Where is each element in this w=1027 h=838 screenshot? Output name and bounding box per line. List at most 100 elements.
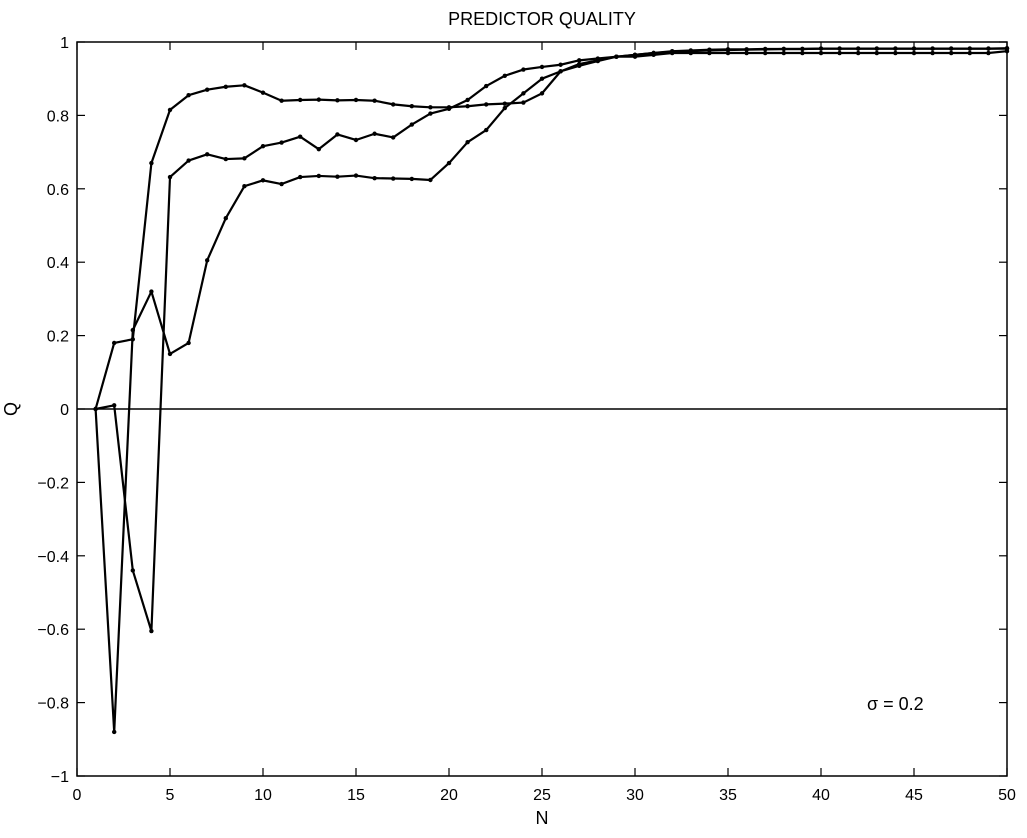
x-tick-label: 25 [533,787,551,804]
series-3-point [670,50,675,56]
series-1-point [391,102,396,107]
series-3-point [391,135,396,140]
series-1-point [186,93,191,98]
x-tick-label: 0 [73,787,82,804]
y-tick-label: 1 [60,35,69,52]
y-tick-label: −0.8 [37,696,69,713]
series-3-point [279,140,284,145]
series-2-point [112,729,117,735]
x-tick-label: 45 [905,787,923,804]
series-3-point [930,50,935,56]
x-tick-label: 10 [254,787,272,804]
y-tick-label: 0 [60,402,69,419]
series-1-point [279,98,284,103]
series-3-point [577,58,582,63]
series-3-point [595,56,600,61]
series-3-point [1004,48,1010,54]
series-3-point [725,50,731,56]
series-1-point [484,102,489,107]
series-2-point [818,46,824,51]
y-tick-label: 0.2 [47,329,69,346]
series-2-point [186,340,191,346]
series-2-point [949,46,954,51]
series-1-point [335,98,340,103]
series-2-point [335,174,340,179]
series-2-point [353,173,359,178]
series-1-point [539,91,545,96]
series-2-point [316,173,321,179]
axis-ticks: 0 5 10 15 20 25 30 35 40 45 50 −1 −0.8 −0.6 −0.4 −0.2 0 0… [37,35,1016,804]
x-tick-label: 20 [440,787,458,804]
series-3-point [130,568,135,573]
series-3-point [465,97,470,103]
series-3-point [744,50,749,56]
series-3-point [484,83,489,89]
series-2-point [428,177,433,183]
series-2-point [279,181,284,187]
series-3-point [316,146,321,152]
series-2-point [465,139,470,145]
series-2-point [558,69,563,74]
series-2-point [205,258,210,263]
chart-title: PREDICTOR QUALITY [448,9,636,29]
y-tick-label: −0.6 [37,622,69,639]
series-3-point [298,134,303,139]
series-3-point [502,73,507,78]
series-1-point [149,160,154,166]
series-3-point [781,50,786,56]
y-tick-label: 0.6 [47,182,69,199]
y-tick-label: 0.4 [47,255,69,272]
x-tick-label: 30 [626,787,644,804]
series-2-point [502,105,507,111]
series-3-point [242,156,247,161]
series-3-point [186,158,191,163]
sigma-annotation: σ = 0.2 [867,694,924,714]
series-2-point [484,127,489,133]
series-3-point [558,62,563,67]
series-2-point [837,46,842,51]
series-3-point [707,50,712,56]
series-3-point [521,67,526,72]
series-3-point [428,111,433,116]
series-3-point [874,50,879,56]
series-3-point [205,152,210,157]
series-2-point [372,175,377,181]
series-3-point [93,406,98,412]
series-1-point [502,101,507,106]
series-3-point [763,50,768,56]
series-2-point [893,46,898,51]
series-3-point [353,137,359,143]
series-2-point [260,178,266,183]
series-3-point [893,50,898,56]
series-2-point [744,47,749,52]
series-3-point [446,106,452,111]
series-2-point [409,176,414,182]
series-line-1 [94,47,1008,410]
series-3-point [911,50,917,56]
series-1-point [353,97,359,103]
x-tick-label: 35 [719,787,737,804]
series-2-point [521,91,526,96]
series-1-point [167,107,173,113]
series-1-point [260,90,266,95]
series-3-point [167,174,173,180]
y-tick-label: −0.4 [37,549,69,566]
series-3-point [372,131,377,136]
series-1-point [298,97,303,103]
series-3-point [223,156,228,162]
series-1-point [409,104,414,109]
series-2-point [298,174,303,180]
x-axis-label: N [536,808,549,828]
series-3-point [632,54,638,59]
y-tick-label: −0.2 [37,475,69,492]
series-3-point [149,628,154,634]
series-3-point [800,50,805,56]
series-2-point [391,176,396,181]
series-1-point [521,100,526,105]
x-tick-label: 15 [347,787,365,804]
series-1-point [112,340,117,346]
series-3-point [967,50,972,56]
series-2-point [874,46,879,51]
